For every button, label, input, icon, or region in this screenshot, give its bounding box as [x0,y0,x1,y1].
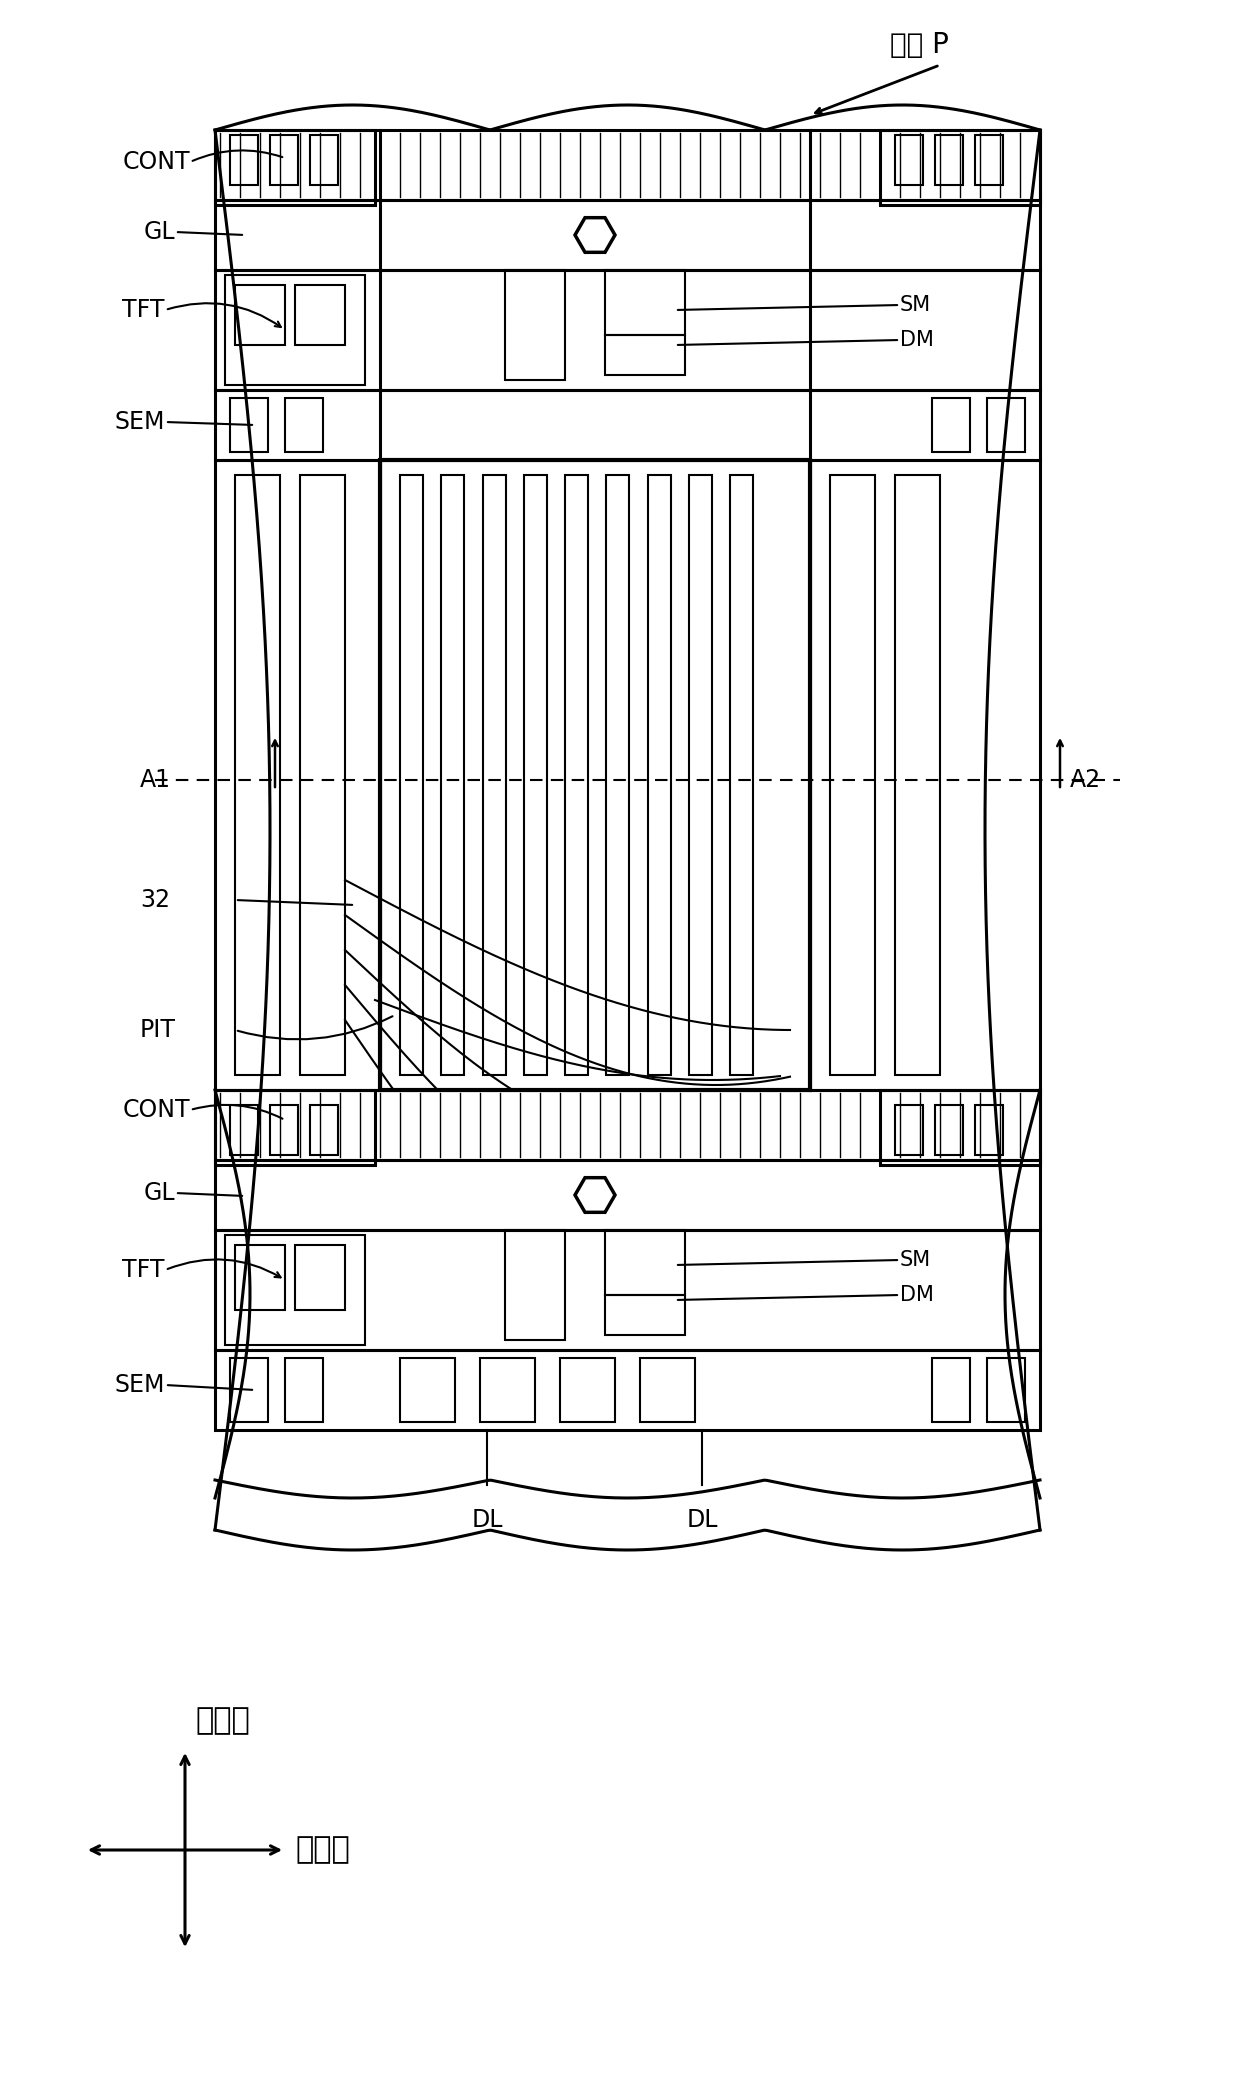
Bar [482,475,506,1075]
Text: GL: GL [144,221,175,244]
Bar [895,135,923,185]
Bar [810,461,1040,1090]
Bar [932,1359,970,1421]
Bar [236,1244,285,1311]
Text: PIT: PIT [140,1017,176,1042]
Text: 32: 32 [140,888,170,913]
Bar [236,475,280,1075]
Text: CONT: CONT [123,150,190,173]
Bar [895,1105,923,1155]
Bar [215,129,1040,200]
Bar [295,286,345,346]
Bar [215,129,374,204]
Bar [215,461,379,1090]
Bar [606,475,630,1075]
Text: 像素 P: 像素 P [890,31,949,58]
Bar [640,1359,694,1421]
Bar [975,135,1003,185]
Text: SM: SM [900,296,931,315]
Bar [229,135,258,185]
Bar [505,271,565,379]
Bar [560,1359,615,1421]
Text: 行方向: 行方向 [295,1836,350,1865]
Bar [880,1090,1040,1165]
Bar [215,200,1040,271]
Bar [987,398,1025,452]
Bar [300,475,345,1075]
Bar [932,398,970,452]
Bar [523,475,547,1075]
Bar [975,1105,1003,1155]
Bar [229,1105,258,1155]
Bar [895,475,940,1075]
Bar [987,1359,1025,1421]
Bar [605,336,684,375]
Bar [730,475,753,1075]
Text: TFT: TFT [123,1259,165,1282]
Bar [605,1230,684,1294]
Bar [229,398,268,452]
Bar [505,1230,565,1340]
Bar [605,271,684,336]
Bar [565,475,588,1075]
Bar [401,1359,455,1421]
Text: A1: A1 [140,769,171,792]
Bar [215,1090,374,1165]
Bar [830,475,875,1075]
Text: GL: GL [144,1182,175,1205]
Bar [270,1105,298,1155]
Bar [880,129,1040,204]
Bar [215,1230,1040,1350]
Bar [605,1294,684,1336]
Bar [379,461,810,1090]
Bar [935,1105,963,1155]
Bar [689,475,712,1075]
Bar [270,135,298,185]
Text: DM: DM [900,1286,934,1305]
Text: SEM: SEM [114,411,165,433]
Text: SEM: SEM [114,1373,165,1396]
Bar [215,271,1040,390]
Bar [215,1090,1040,1161]
Bar [441,475,464,1075]
Bar [647,475,671,1075]
Bar [935,135,963,185]
Bar [285,398,322,452]
Bar [215,1350,1040,1430]
Bar [480,1359,534,1421]
Text: A2: A2 [1070,769,1101,792]
Bar [229,1359,268,1421]
Text: CONT: CONT [123,1098,190,1121]
Bar [401,475,423,1075]
Bar [215,390,1040,461]
Bar [310,1105,339,1155]
Text: TFT: TFT [123,298,165,323]
Bar [236,286,285,346]
Text: 列方向: 列方向 [195,1707,249,1736]
Bar [224,275,365,386]
Bar [295,1244,345,1311]
Text: DL: DL [471,1509,502,1532]
Bar [310,135,339,185]
Text: SM: SM [900,1250,931,1269]
Bar [285,1359,322,1421]
Bar [224,1236,365,1344]
Bar [215,1161,1040,1230]
Text: DL: DL [686,1509,718,1532]
Text: DM: DM [900,329,934,350]
